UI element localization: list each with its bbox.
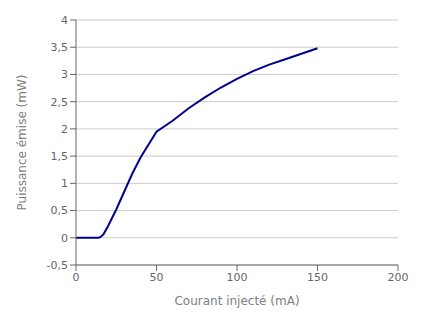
svg-text:2,5: 2,5: [51, 96, 69, 109]
svg-text:3: 3: [61, 68, 68, 81]
svg-text:1: 1: [61, 177, 68, 190]
svg-text:4: 4: [61, 14, 68, 27]
svg-text:Puissance émise (mW): Puissance émise (mW): [15, 75, 29, 211]
svg-text:2: 2: [61, 123, 68, 136]
svg-text:100: 100: [227, 271, 248, 284]
svg-text:0: 0: [73, 271, 80, 284]
svg-text:200: 200: [388, 271, 409, 284]
svg-text:50: 50: [150, 271, 164, 284]
svg-text:0: 0: [61, 232, 68, 245]
svg-text:1,5: 1,5: [51, 150, 69, 163]
svg-text:-0,5: -0,5: [47, 259, 68, 272]
svg-text:3,5: 3,5: [51, 41, 69, 54]
svg-text:150: 150: [307, 271, 328, 284]
svg-text:0,5: 0,5: [51, 204, 69, 217]
svg-text:Courant injecté (mA): Courant injecté (mA): [174, 294, 299, 308]
